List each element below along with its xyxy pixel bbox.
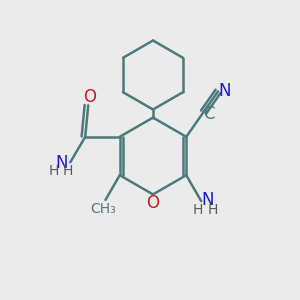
Text: O: O bbox=[146, 194, 160, 212]
Text: O: O bbox=[83, 88, 96, 106]
Text: CH₃: CH₃ bbox=[90, 202, 116, 216]
Text: N: N bbox=[55, 154, 68, 172]
Text: H: H bbox=[193, 203, 203, 217]
Text: H: H bbox=[208, 203, 218, 217]
Text: H: H bbox=[63, 164, 73, 178]
Text: H: H bbox=[49, 164, 59, 178]
Text: N: N bbox=[201, 191, 214, 209]
Text: N: N bbox=[218, 82, 231, 100]
Text: C: C bbox=[203, 105, 214, 123]
